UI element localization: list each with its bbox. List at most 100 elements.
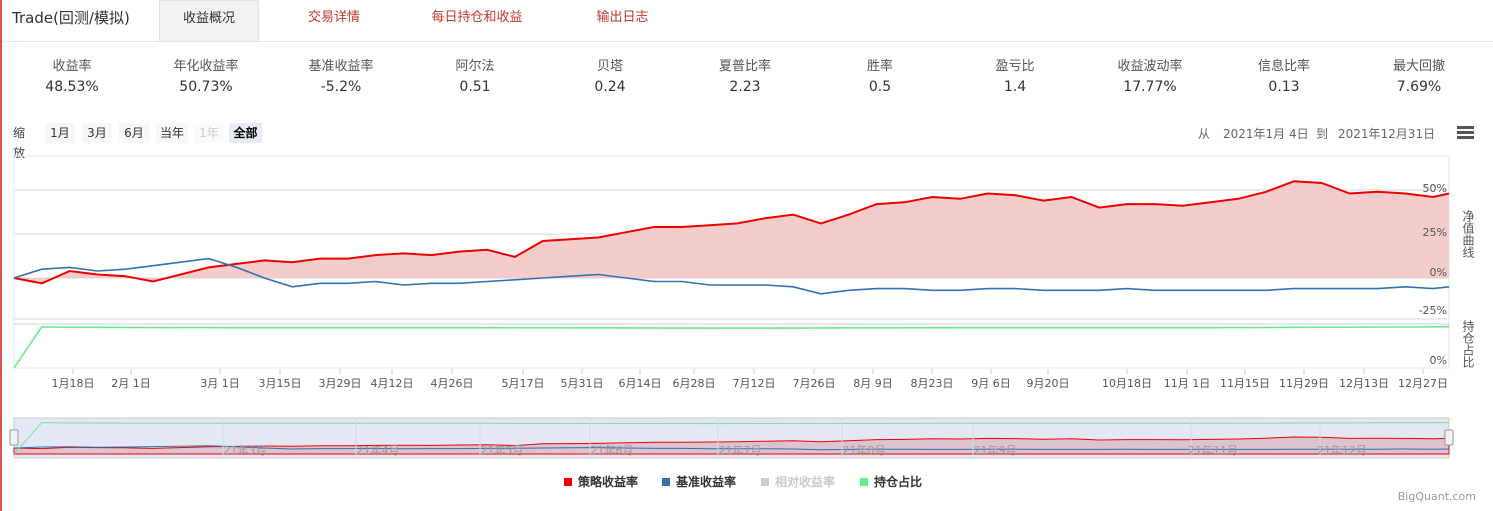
stat-label: 盈亏比 <box>995 59 1035 74</box>
stat-value: 0.24 <box>594 79 626 95</box>
x-tick-label: 1月18日 <box>52 377 95 390</box>
x-tick-label: 9月20日 <box>1027 377 1070 390</box>
stat-beta: 贝塔 0.24 <box>555 58 665 97</box>
tab-bar: Trade(回测/模拟) 收益概况 交易详情 每日持仓和收益 输出日志 <box>2 0 1493 42</box>
stat-information-ratio: 信息比率 0.13 <box>1229 58 1339 97</box>
navigator-label: 21年12月 <box>1317 443 1367 457</box>
x-tick-label: 9月 6日 <box>971 377 1011 390</box>
axis-title-position: 持仓占比 <box>1461 319 1475 369</box>
legend: 策略收益率 基准收益率 相对收益率 持仓占比 <box>564 474 964 490</box>
x-tick-label: 10月18日 <box>1102 377 1152 390</box>
stat-profit-loss-ratio: 盈亏比 1.4 <box>960 58 1070 97</box>
x-tick-label: 3月 1日 <box>200 377 240 390</box>
navigator-label: 21年9月 <box>974 443 1017 457</box>
zoom-all-button[interactable]: 全部 <box>229 123 262 143</box>
y-tick-label: 25% <box>1423 226 1447 239</box>
range-to-input[interactable]: 2021年12月31日 <box>1338 127 1436 141</box>
stat-label: 最大回撤 <box>1392 59 1445 74</box>
legend-item-benchmark[interactable]: 基准收益率 <box>662 474 736 490</box>
y-tick-label: -25% <box>1419 304 1447 317</box>
stat-value: 2.23 <box>729 79 761 95</box>
zoom-ytd-button[interactable]: 当年 <box>156 123 188 143</box>
position-line <box>13 325 1450 369</box>
zoom-6m-button[interactable]: 6月 <box>119 123 149 143</box>
tab-output-log[interactable]: 输出日志 <box>596 10 649 25</box>
x-tick-label: 7月12日 <box>733 377 776 390</box>
stat-label: 基准收益率 <box>308 59 374 74</box>
stat-benchmark-return: 基准收益率 -5.2% <box>286 58 396 97</box>
stat-value: 48.53% <box>45 79 99 95</box>
legend-swatch <box>564 478 572 486</box>
stat-annual-return: 年化收益率 50.73% <box>151 58 261 97</box>
tab-daily-positions[interactable]: 每日持仓和收益 <box>431 10 523 25</box>
stat-label: 年化收益率 <box>173 59 239 74</box>
strategy-area <box>14 181 1449 284</box>
x-tick-label: 11月29日 <box>1279 377 1329 390</box>
navigator-label: 21年11月 <box>1188 443 1238 457</box>
chart-menu-icon[interactable] <box>1457 126 1474 140</box>
stat-win-rate: 胜率 0.5 <box>825 58 935 97</box>
navigator-label: 21年7月 <box>719 443 762 457</box>
credits[interactable]: BigQuant.com <box>1397 490 1476 503</box>
stat-label: 胜率 <box>866 59 893 74</box>
stat-value: 17.77% <box>1123 79 1177 95</box>
stat-label: 夏普比率 <box>718 59 771 74</box>
navigator-label: 21年3月 <box>224 443 267 457</box>
x-tick-label: 12月13日 <box>1339 377 1389 390</box>
stat-value: 0.5 <box>868 79 892 95</box>
tab-trade-details[interactable]: 交易详情 <box>307 10 360 25</box>
legend-label: 策略收益率 <box>578 475 639 489</box>
zoom-1y-button[interactable]: 1年 <box>194 123 224 143</box>
tab-return-overview[interactable]: 收益概况 <box>159 0 259 41</box>
legend-label: 基准收益率 <box>676 475 737 489</box>
benchmark-line <box>13 257 1450 295</box>
navigator-handle-right[interactable] <box>1444 429 1454 446</box>
x-tick-label: 11月 1日 <box>1164 377 1211 390</box>
legend-label: 持仓占比 <box>874 475 923 489</box>
stat-label: 收益率 <box>52 59 92 74</box>
navigator-label: 21年6月 <box>591 443 634 457</box>
stat-value: 7.69% <box>1396 79 1442 95</box>
stats-row: 收益率 48.53% 年化收益率 50.73% 基准收益率 -5.2% 阿尔法 … <box>2 58 1493 98</box>
range-from-input[interactable]: 2021年1月 4日 <box>1223 127 1309 141</box>
axis-title-net: 净值曲线 <box>1461 210 1475 258</box>
y-tick-label: 0% <box>1430 266 1447 279</box>
navigator-label: 21年5月 <box>481 443 524 457</box>
legend-swatch <box>761 478 769 486</box>
x-tick-label: 7月26日 <box>793 377 836 390</box>
stat-value: 0.51 <box>459 79 491 95</box>
legend-item-relative[interactable]: 相对收益率 <box>761 474 835 490</box>
navigator-label: 21年8月 <box>843 443 886 457</box>
x-tick-label: 8月 9日 <box>853 377 893 390</box>
x-tick-label: 12月27日 <box>1398 377 1448 390</box>
stat-alpha: 阿尔法 0.51 <box>420 58 530 97</box>
y2-tick-label: 0% <box>1430 354 1447 367</box>
range-from-label: 从 <box>1198 127 1211 141</box>
legend-item-position[interactable]: 持仓占比 <box>860 474 922 490</box>
stat-value: -5.2% <box>320 79 362 95</box>
navigator-labels: 21年3月 21年4月 21年5月 21年6月 21年7月 21年8月 21年9月 21年11… <box>222 418 1367 458</box>
x-tick-label: 4月12日 <box>371 377 414 390</box>
stat-sharpe: 夏普比率 2.23 <box>690 58 800 97</box>
legend-swatch <box>662 478 670 486</box>
legend-item-strategy[interactable]: 策略收益率 <box>564 474 638 490</box>
x-tick-label: 5月31日 <box>561 377 604 390</box>
stat-volatility: 收益波动率 17.77% <box>1095 58 1205 97</box>
navigator-handle-left[interactable] <box>9 429 19 446</box>
stat-label: 信息比率 <box>1257 59 1310 74</box>
zoom-3m-button[interactable]: 3月 <box>82 123 112 143</box>
zoom-1m-button[interactable]: 1月 <box>45 123 75 143</box>
navigator-benchmark <box>13 445 1450 451</box>
stat-value: 0.13 <box>1268 79 1300 95</box>
x-tick-label: 6月14日 <box>619 377 662 390</box>
x-tick-label: 11月15日 <box>1220 377 1270 390</box>
x-tick-label: 3月29日 <box>319 377 362 390</box>
stat-label: 贝塔 <box>596 59 623 74</box>
strategy-line <box>13 180 1450 285</box>
returns-chart: 50% 25% 0% -25% 0% 1月18日 2月 1日 3月 1日 3月15日 3月29日… <box>9 155 1475 459</box>
navigator-label: 21年4月 <box>357 443 400 457</box>
x-axis: 1月18日 2月 1日 3月 1日 3月15日 3月29日 4月12日 4月26日 5月17日… <box>52 369 1448 390</box>
stat-max-drawdown: 最大回撤 7.69% <box>1364 58 1474 97</box>
x-tick-label: 6月28日 <box>673 377 716 390</box>
x-tick-label: 4月26日 <box>431 377 474 390</box>
